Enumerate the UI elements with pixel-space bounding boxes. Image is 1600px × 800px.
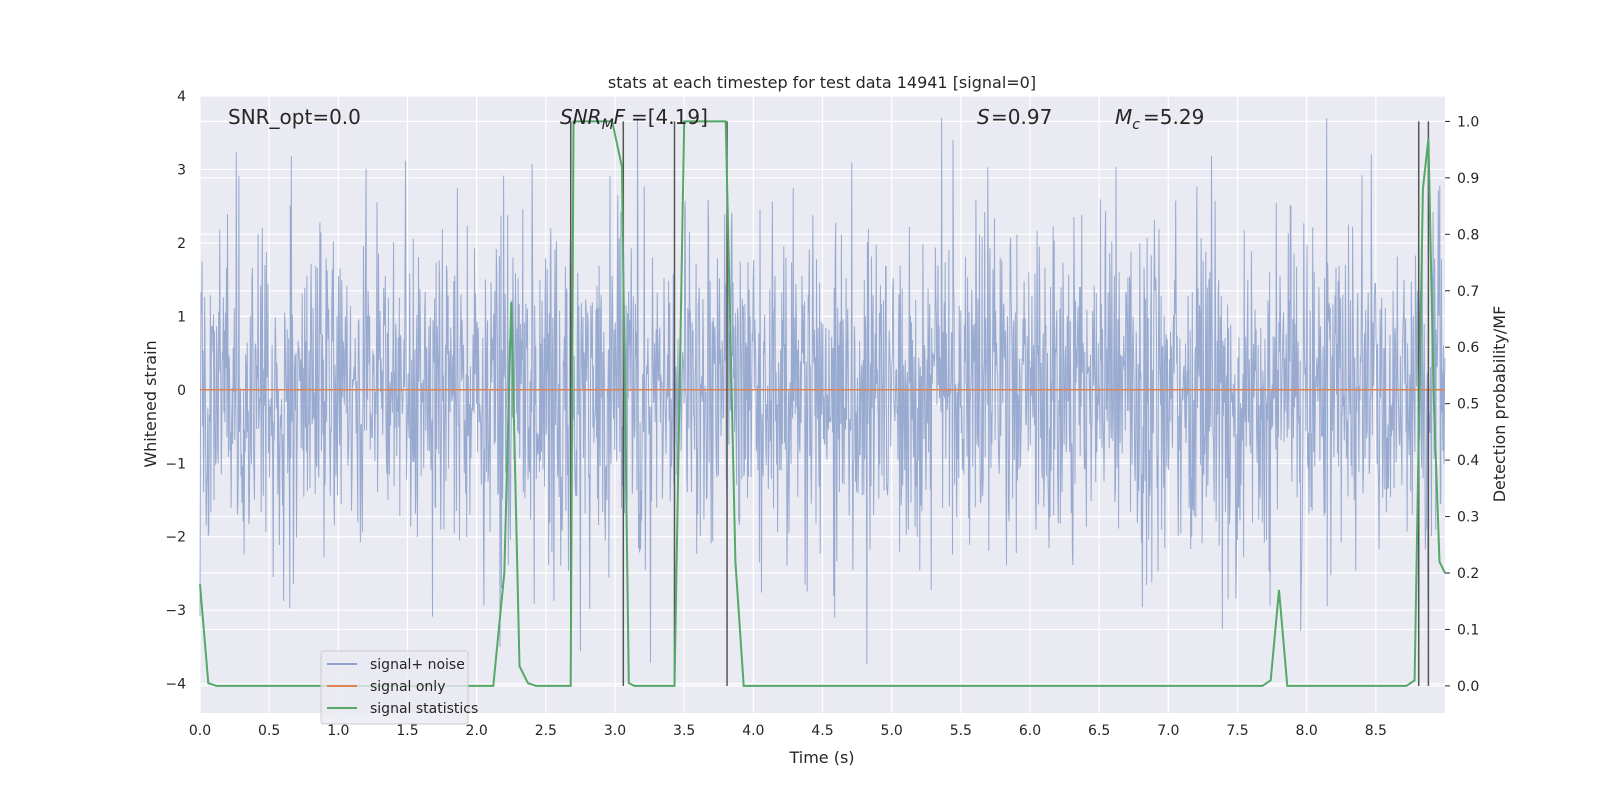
annotation-mc: =5.29 — [1143, 105, 1204, 129]
y-right-axis-label: Detection probability/MF — [1490, 306, 1509, 503]
y-right-tick-label: 1.0 — [1457, 114, 1479, 130]
chart-title: stats at each timestep for test data 149… — [608, 73, 1036, 92]
y-tick-label: −3 — [165, 603, 186, 619]
y-axis-label: Whitened strain — [141, 340, 160, 467]
y-tick-label: −1 — [165, 456, 186, 472]
x-tick-label: 8.0 — [1296, 723, 1318, 739]
x-tick-label: 6.0 — [1019, 723, 1041, 739]
signal-noise-series — [199, 117, 1446, 664]
x-tick-label: 7.0 — [1157, 723, 1179, 739]
y-right-axis-ticks: 1.0 0.9 0.8 0.7 0.6 0.5 0.4 0.3 0.2 0.1 0.0 — [1445, 114, 1479, 695]
y-right-tick-label: 0.8 — [1457, 227, 1479, 243]
y-right-tick-label: 0.5 — [1457, 397, 1479, 413]
x-tick-label: 4.5 — [811, 723, 833, 739]
y-right-tick-label: 0.1 — [1457, 622, 1479, 638]
signal-noise-line — [199, 117, 1446, 664]
x-tick-label: 2.5 — [535, 723, 557, 739]
x-tick-label: 0.5 — [258, 723, 280, 739]
signal-statistics-series — [199, 120, 1446, 687]
y-tick-label: −2 — [165, 530, 186, 546]
x-tick-label: 7.5 — [1226, 723, 1248, 739]
x-tick-label: 8.5 — [1365, 723, 1387, 739]
x-tick-label: 5.5 — [950, 723, 972, 739]
y-right-tick-label: 0.6 — [1457, 340, 1479, 356]
annotation-snr-mf: =[4.19] — [631, 105, 708, 129]
annotation-s: =0.97 — [991, 105, 1052, 129]
annotation-snr-mf-symbol: SNRMF — [560, 105, 626, 133]
y-axis-ticks: 4 3 2 1 0 −1 −2 −3 −4 — [165, 89, 186, 693]
x-tick-label: 1.5 — [396, 723, 418, 739]
y-right-tick-label: 0.4 — [1457, 453, 1479, 469]
x-tick-label: 1.0 — [327, 723, 349, 739]
annotation-snr-opt: SNR_opt=0.0 — [228, 105, 361, 129]
legend: signal+ noise signal only signal statist… — [320, 650, 478, 725]
x-tick-label: 4.0 — [742, 723, 764, 739]
x-axis-label: Time (s) — [788, 748, 854, 767]
legend-label-signal-statistics: signal statistics — [370, 701, 478, 717]
x-tick-label: 3.0 — [604, 723, 626, 739]
y-right-tick-label: 0.2 — [1457, 566, 1479, 582]
y-right-tick-label: 0.0 — [1457, 679, 1479, 695]
y-right-tick-label: 0.7 — [1457, 284, 1479, 300]
y-tick-label: 2 — [177, 236, 186, 252]
signal-statistics-line — [199, 120, 1446, 687]
x-tick-label: 0.0 — [189, 723, 211, 739]
legend-box — [320, 650, 469, 725]
y-right-tick-label: 0.9 — [1457, 171, 1479, 187]
x-tick-label: 3.5 — [673, 723, 695, 739]
legend-label-signal-only: signal only — [370, 679, 445, 695]
y-tick-label: 3 — [177, 162, 186, 178]
y-tick-label: −4 — [165, 677, 186, 693]
y-right-tick-label: 0.3 — [1457, 510, 1479, 526]
y-tick-label: 1 — [177, 309, 186, 325]
annotation-s-symbol: S — [977, 105, 990, 129]
x-tick-label: 5.0 — [881, 723, 903, 739]
legend-label-signal-noise: signal+ noise — [370, 657, 465, 673]
x-axis-ticks: 0.0 0.5 1.0 1.5 2.0 2.5 3.0 3.5 4.0 4.5 5.0 5.5 6.0 6… — [189, 723, 1387, 739]
y-tick-label: 4 — [177, 89, 186, 105]
x-tick-label: 6.5 — [1088, 723, 1110, 739]
x-tick-label: 2.0 — [466, 723, 488, 739]
y-tick-label: 0 — [177, 383, 186, 399]
